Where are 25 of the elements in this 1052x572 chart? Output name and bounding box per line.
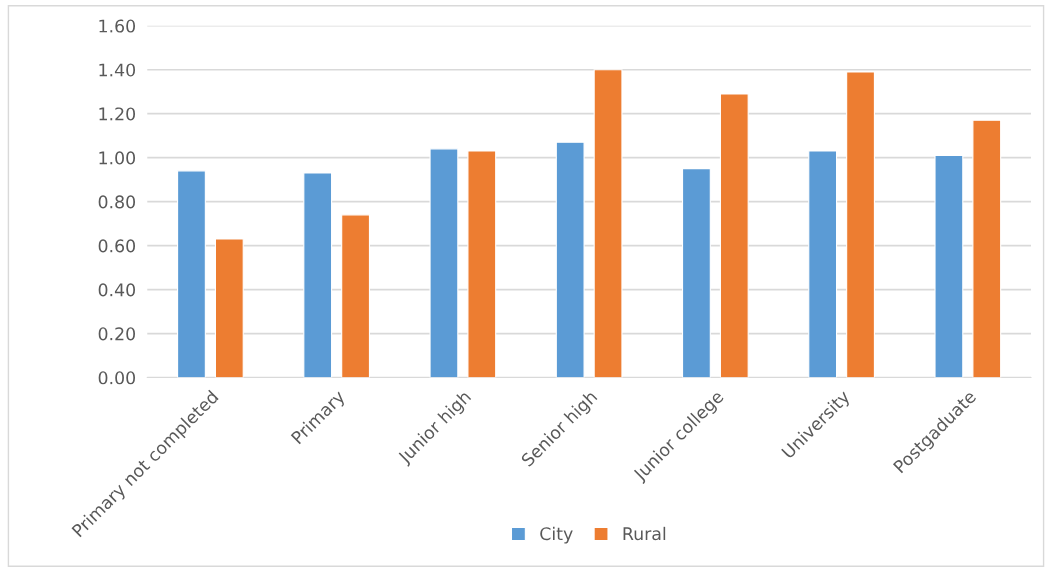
bar [214, 238, 244, 378]
y-tick-label: 1.40 [99, 63, 136, 77]
bar [429, 148, 459, 378]
y-tick-label: 0.60 [98, 239, 136, 253]
bar [934, 154, 964, 378]
y-tick-label: 0.40 [98, 283, 136, 297]
bar [593, 69, 623, 378]
legend-label: Rural [623, 526, 666, 541]
bar [341, 214, 371, 378]
bar [808, 150, 838, 378]
bar [177, 170, 206, 378]
bar [846, 71, 875, 378]
bar [972, 119, 1002, 378]
bar [555, 141, 585, 378]
y-tick-label: 1.00 [99, 151, 136, 165]
bar [467, 150, 497, 378]
y-tick-label: 0.80 [98, 195, 136, 209]
y-tick-label: 1.20 [99, 107, 136, 121]
bar [681, 168, 711, 378]
y-tick-label: 0.00 [98, 371, 136, 385]
bar [719, 93, 749, 378]
bar [303, 172, 333, 378]
legend-label: City [540, 526, 573, 544]
y-tick-label: 0.20 [98, 327, 136, 341]
y-tick-label: 1.60 [99, 19, 136, 33]
